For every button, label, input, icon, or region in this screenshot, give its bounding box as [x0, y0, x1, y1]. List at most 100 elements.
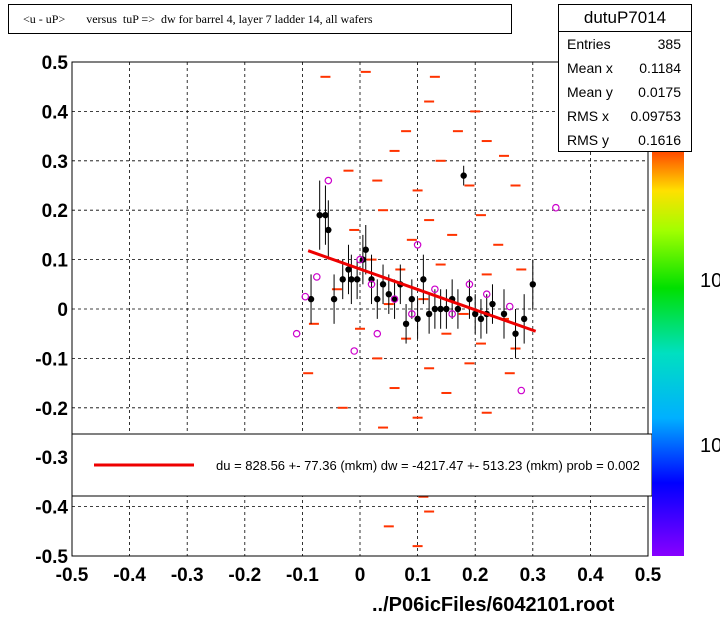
profile-point: [425, 310, 433, 318]
open-point: [413, 240, 422, 249]
profile-point: [374, 295, 381, 303]
profile-point: [379, 281, 387, 288]
profile-point: [431, 305, 439, 313]
y-tick-label: -0.5: [35, 547, 68, 568]
stats-label: Entries: [567, 36, 611, 52]
y-tick-label: -0.1: [35, 349, 68, 370]
palette-label-upper: 10: [700, 270, 720, 292]
histogram-dashes: [303, 70, 527, 548]
y-tick-label: 0.1: [42, 251, 69, 272]
y-tick-labels: -0.5 -0.4 -0.3 -0.2 -0.1 0 0.1 0.2 0.3 0.4 0.5: [35, 53, 68, 568]
footer-filename: ../P06icFiles/6042101.root: [372, 594, 615, 616]
open-point: [301, 292, 310, 301]
x-tick-label: 0.3: [520, 565, 546, 586]
x-tick-label: -0.4: [113, 565, 146, 586]
profile-point: [437, 305, 444, 313]
profile-point: [414, 315, 421, 323]
legend-text: du = 828.56 +- 77.36 (mkm) dw = -4217.47…: [216, 458, 640, 473]
y-tick-label: 0.5: [42, 53, 69, 74]
profile-point: [408, 295, 416, 303]
profile-point: [330, 295, 338, 303]
stats-value: 0.1184: [639, 60, 681, 76]
open-point: [312, 273, 321, 281]
profile-point: [520, 315, 528, 323]
open-point: [465, 280, 474, 289]
stats-value: 0.1616: [638, 132, 681, 148]
open-point: [324, 176, 333, 185]
fit-line: [307, 249, 537, 333]
open-point: [356, 255, 364, 264]
plot-title: <u - uP> versus tuP => dw for barrel 4, …: [8, 4, 512, 34]
color-palette-bar: [652, 150, 684, 556]
stats-row-mean-y: Mean y 0.0175: [559, 80, 691, 104]
stats-label: Mean x: [567, 60, 613, 76]
x-tick-label: 0.2: [462, 565, 488, 586]
x-tick-label: -0.1: [286, 565, 319, 586]
open-point: [517, 386, 526, 395]
profile-point: [466, 295, 473, 303]
stats-row-rms-x: RMS x 0.09753: [559, 104, 691, 128]
stats-value: 0.0175: [638, 84, 681, 100]
open-point: [505, 302, 514, 311]
palette-label-lower: 10: [700, 435, 720, 457]
open-point: [367, 280, 376, 289]
legend-box: du = 828.56 +- 77.36 (mkm) dw = -4217.47…: [71, 433, 653, 497]
profile-point: [322, 211, 329, 219]
y-tick-label: -0.4: [35, 498, 68, 519]
profile-point: [307, 295, 315, 303]
profile-point: [391, 295, 398, 303]
profile-point: [316, 211, 323, 219]
open-point: [350, 347, 359, 355]
profile-point: [420, 276, 427, 283]
profile-point: [443, 305, 450, 313]
x-tick-label: 0.1: [404, 565, 431, 586]
profile-point: [325, 226, 332, 234]
stats-label: RMS y: [567, 132, 609, 148]
stats-box: dutuP7014 Entries 385 Mean x 0.1184 Mean…: [558, 4, 692, 152]
stats-label: Mean y: [567, 84, 613, 100]
stats-value: 0.09753: [630, 108, 681, 124]
stats-value: 385: [657, 36, 681, 52]
stats-row-rms-y: RMS y 0.1616: [559, 128, 691, 152]
y-tick-label: -0.3: [35, 448, 68, 469]
y-tick-label: 0.3: [42, 152, 68, 173]
profile-point: [353, 276, 361, 283]
x-tick-label: -0.2: [228, 565, 261, 586]
x-tick-labels: -0.5 -0.4 -0.3 -0.2 -0.1 0 0.1 0.2 0.3 0.4 0.5: [56, 565, 662, 586]
profile-point: [500, 310, 508, 318]
profile-point: [472, 310, 479, 318]
profile-point: [512, 330, 519, 337]
x-tick-label: 0.5: [635, 565, 662, 586]
stats-name: dutuP7014: [559, 5, 691, 32]
open-point: [448, 310, 456, 318]
x-tick-label: 0.4: [577, 565, 604, 586]
y-tick-label: 0: [57, 300, 68, 321]
x-tick-label: -0.3: [171, 565, 204, 586]
open-point: [292, 329, 301, 338]
open-point: [552, 203, 560, 212]
profile-point: [402, 320, 410, 328]
profile-point: [460, 172, 467, 179]
stats-label: RMS x: [567, 108, 609, 124]
x-tick-label: 0: [355, 565, 366, 586]
open-point: [408, 310, 416, 318]
profile-point: [345, 266, 352, 273]
x-tick-label: -0.5: [56, 565, 89, 586]
y-tick-label: 0.4: [42, 102, 69, 123]
profile-point: [348, 276, 355, 283]
open-point: [482, 290, 491, 298]
y-tick-label: -0.2: [35, 399, 68, 420]
profile-point: [385, 290, 392, 298]
profile-points: [307, 172, 536, 337]
profile-point: [362, 246, 369, 253]
stats-row-entries: Entries 385: [559, 32, 691, 56]
open-point: [373, 329, 382, 338]
profile-point: [454, 305, 462, 313]
palette: 10 10: [652, 150, 720, 556]
profile-point: [529, 281, 536, 288]
y-tick-label: 0.2: [42, 201, 68, 222]
open-point: [390, 295, 399, 303]
profile-point: [477, 315, 485, 323]
stats-row-mean-x: Mean x 0.1184: [559, 56, 691, 80]
